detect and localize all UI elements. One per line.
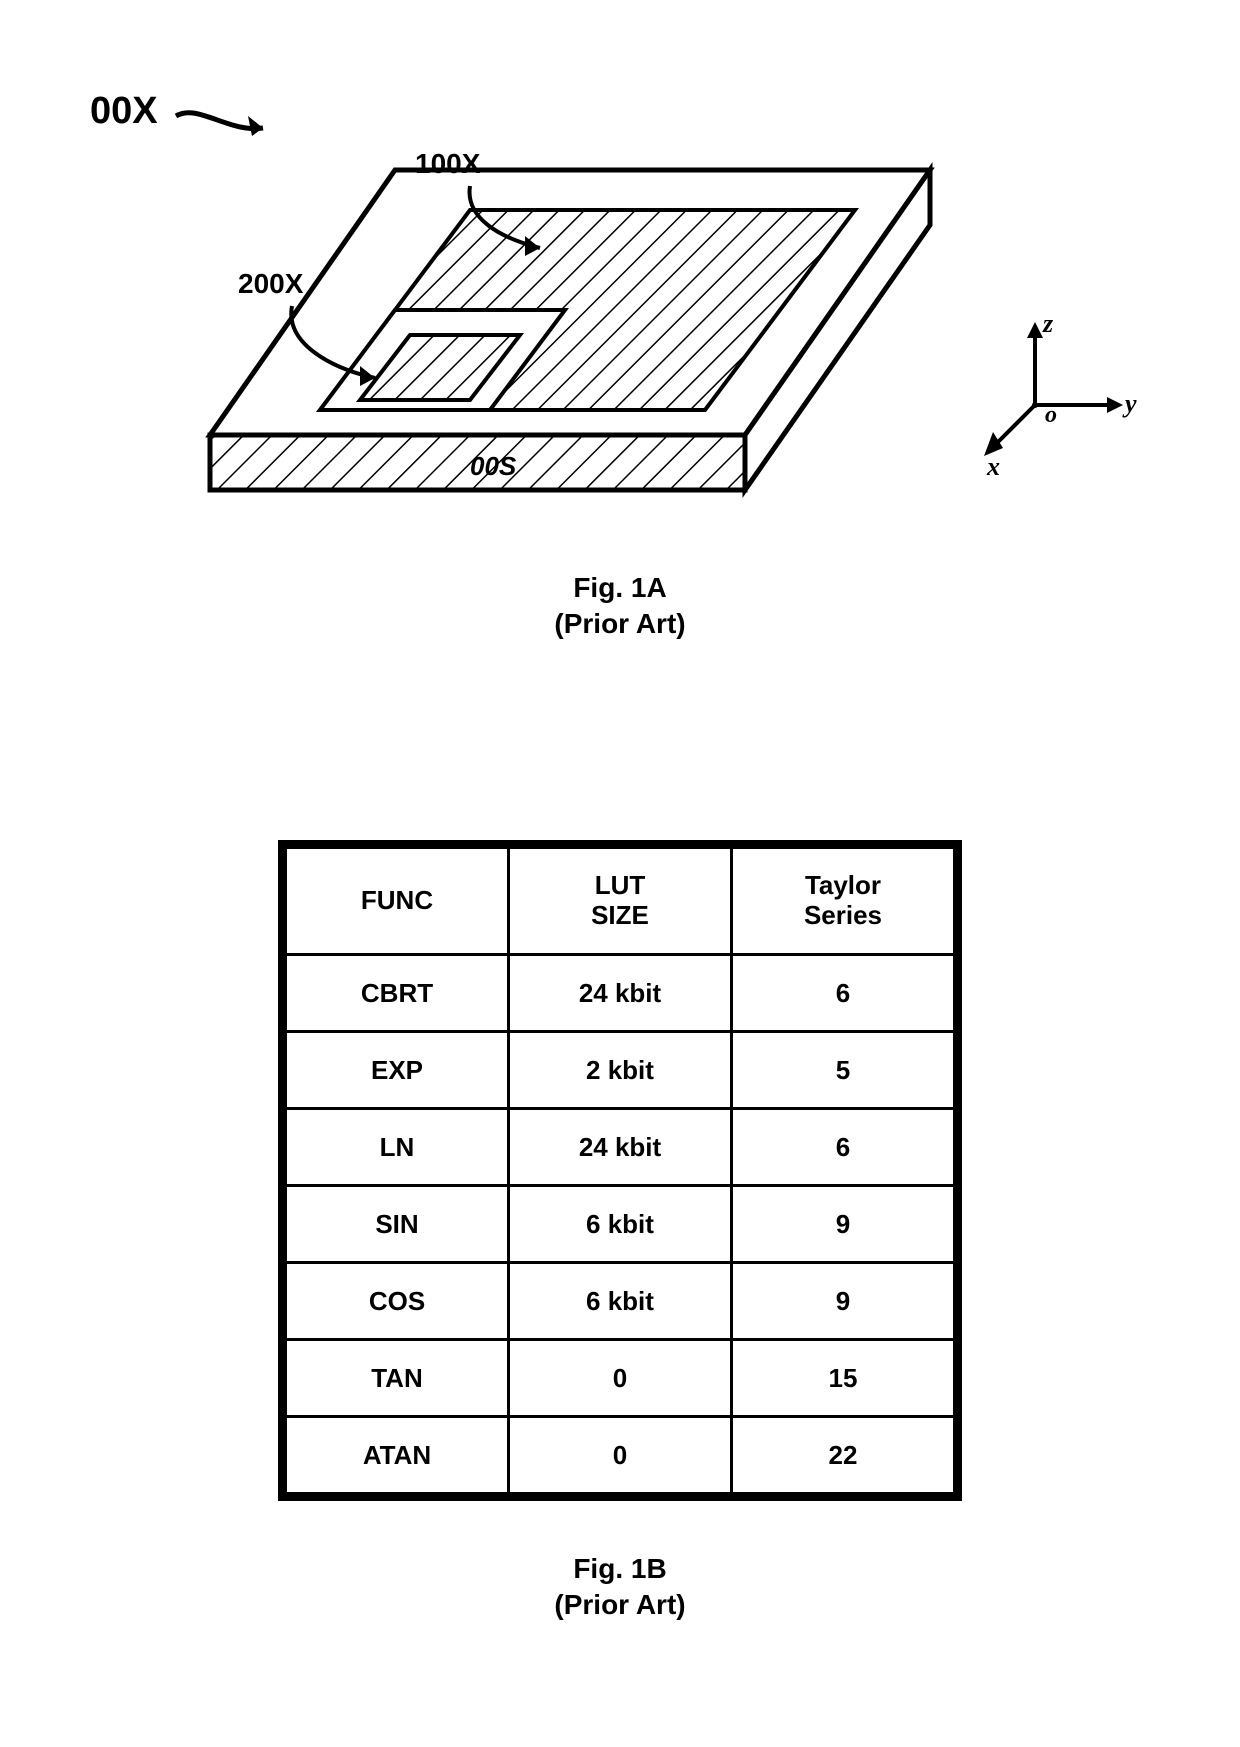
fig1b-caption-line1: Fig. 1B <box>573 1553 666 1584</box>
col-lut-size-l2: SIZE <box>591 900 649 930</box>
col-func: FUNC <box>286 848 509 955</box>
lut-table-body: CBRT24 kbit6 EXP2 kbit5 LN24 kbit6 SIN6 … <box>286 955 955 1494</box>
ref-label-100x: 100X <box>415 148 480 180</box>
col-taylor: TaylorSeries <box>732 848 955 955</box>
figure-1a-caption: Fig. 1A (Prior Art) <box>0 570 1240 643</box>
svg-text:x: x <box>986 452 1000 480</box>
table-row: ATAN022 <box>286 1417 955 1494</box>
ref-label-200x: 200X <box>238 268 303 300</box>
substrate-label: 00S <box>470 451 517 481</box>
fig1b-caption-line2: (Prior Art) <box>554 1589 685 1620</box>
leader-100x <box>455 178 575 268</box>
xyz-axes: z y x o <box>975 310 1145 480</box>
col-lut-size-l1: LUT <box>595 870 646 900</box>
lut-header-row: FUNC LUTSIZE TaylorSeries <box>286 848 955 955</box>
ref-label-00x: 00X <box>90 90 158 133</box>
svg-text:o: o <box>1045 402 1057 428</box>
col-taylor-l2: Series <box>804 900 882 930</box>
fig1a-caption-line1: Fig. 1A <box>573 572 666 603</box>
table-row: COS6 kbit9 <box>286 1263 955 1340</box>
svg-text:y: y <box>1122 389 1137 418</box>
figure-1b: FUNC LUTSIZE TaylorSeries CBRT24 kbit6 E… <box>0 840 1240 1624</box>
ref-label-00x-text: 00X <box>90 90 158 132</box>
table-row: CBRT24 kbit6 <box>286 955 955 1032</box>
table-row: SIN6 kbit9 <box>286 1186 955 1263</box>
ref-label-200x-text: 200X <box>238 268 303 299</box>
lut-table: FUNC LUTSIZE TaylorSeries CBRT24 kbit6 E… <box>284 846 956 1495</box>
ref-label-100x-text: 100X <box>415 148 480 179</box>
lut-table-outer: FUNC LUTSIZE TaylorSeries CBRT24 kbit6 E… <box>278 840 962 1501</box>
svg-text:z: z <box>1042 310 1054 338</box>
table-row: LN24 kbit6 <box>286 1109 955 1186</box>
table-row: EXP2 kbit5 <box>286 1032 955 1109</box>
figure-1b-caption: Fig. 1B (Prior Art) <box>0 1551 1240 1624</box>
col-taylor-l1: Taylor <box>805 870 881 900</box>
table-row: TAN015 <box>286 1340 955 1417</box>
col-lut-size: LUTSIZE <box>509 848 732 955</box>
leader-200x <box>280 298 400 398</box>
fig1a-caption-line2: (Prior Art) <box>554 608 685 639</box>
